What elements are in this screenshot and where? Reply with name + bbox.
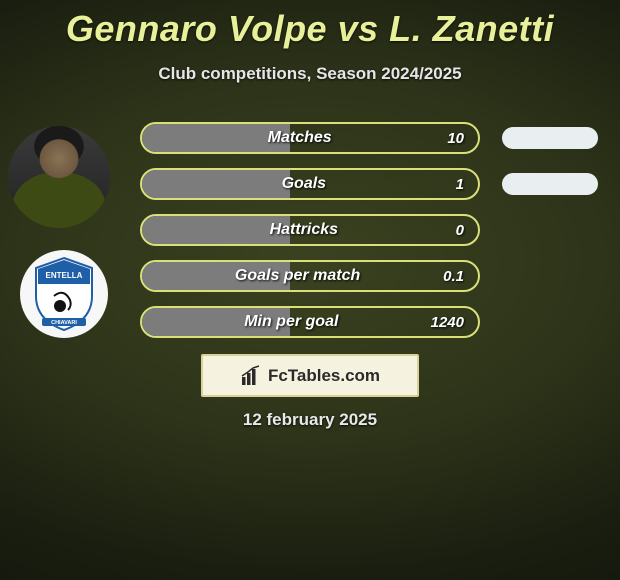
bar-hattricks: Hattricks 0 <box>140 214 480 246</box>
stat-bars: Matches 10 Goals 1 Hattricks 0 Goals per… <box>140 122 480 338</box>
bar-label: Goals <box>142 175 456 193</box>
pill-empty <box>490 306 610 338</box>
bar-label: Hattricks <box>142 221 456 239</box>
bar-value: 0 <box>456 222 478 239</box>
player1-avatar <box>8 126 110 228</box>
bar-label: Goals per match <box>142 267 443 285</box>
pill-empty <box>490 260 610 292</box>
bar-goals: Goals 1 <box>140 168 480 200</box>
bar-value: 10 <box>447 130 478 147</box>
bar-value: 0.1 <box>443 268 478 285</box>
bar-value: 1 <box>456 176 478 193</box>
comparison-pills <box>490 122 610 338</box>
subtitle: Club competitions, Season 2024/2025 <box>0 64 620 84</box>
crest-toptext: ENTELLA <box>46 271 83 280</box>
bar-label: Min per goal <box>142 313 431 331</box>
pill-empty <box>490 214 610 246</box>
bar-matches: Matches 10 <box>140 122 480 154</box>
pill-shape <box>502 173 598 195</box>
bar-value: 1240 <box>431 314 478 331</box>
bar-label: Matches <box>142 129 447 147</box>
pill-matches <box>490 122 610 154</box>
fctables-logo: FcTables.com <box>201 354 419 397</box>
pill-shape <box>502 127 598 149</box>
avatars-column: ENTELLA CHIAVARI <box>8 126 110 338</box>
content: Gennaro Volpe vs L. Zanetti Club competi… <box>0 0 620 84</box>
page-title: Gennaro Volpe vs L. Zanetti <box>0 0 620 50</box>
barchart-icon <box>240 365 262 387</box>
bar-gpm: Goals per match 0.1 <box>140 260 480 292</box>
logo-text: FcTables.com <box>268 366 380 386</box>
bar-mpg: Min per goal 1240 <box>140 306 480 338</box>
entella-crest-icon: ENTELLA CHIAVARI <box>32 256 96 332</box>
pill-goals <box>490 168 610 200</box>
date-text: 12 february 2025 <box>0 410 620 430</box>
crest-bottomtext: CHIAVARI <box>51 320 77 326</box>
player2-avatar: ENTELLA CHIAVARI <box>20 250 108 338</box>
